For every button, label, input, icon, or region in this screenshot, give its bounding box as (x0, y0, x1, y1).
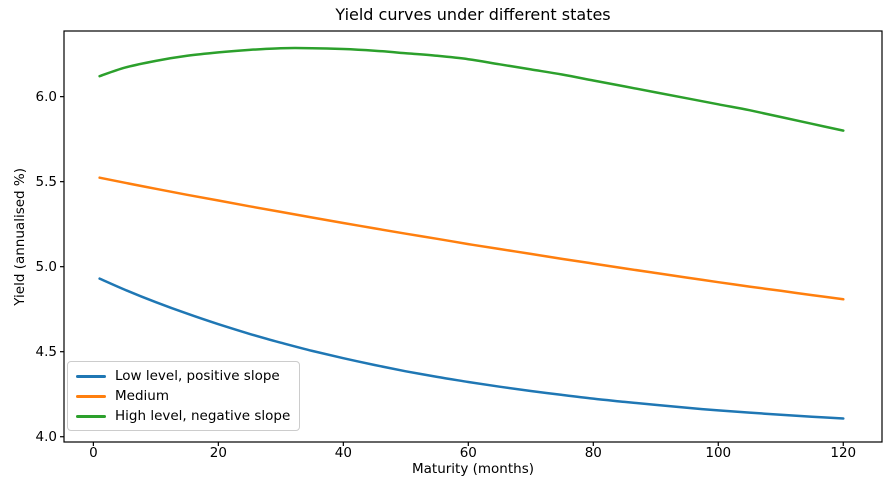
legend-label: High level, negative slope (115, 408, 291, 424)
legend-item: Medium (76, 386, 290, 406)
chart-title: Yield curves under different states (335, 5, 611, 24)
legend-label: Medium (115, 388, 169, 404)
series-line-2 (98, 46, 845, 132)
legend-item: Low level, positive slope (76, 366, 290, 386)
legend-line-sample-green (76, 414, 106, 418)
axes-frame (63, 30, 883, 443)
x-axis-label: Maturity (months) (411, 461, 535, 477)
legend-line-sample-orange (76, 394, 106, 398)
legend: Low level, positive slope Medium High le… (67, 361, 301, 431)
legend-label: Low level, positive slope (115, 368, 280, 384)
legend-item: High level, negative slope (76, 406, 290, 426)
y-axis-label: Yield (annualised %) (12, 167, 28, 306)
series-line-0 (98, 277, 845, 420)
y-axis-label-wrap: Yield (annualised %) (9, 31, 31, 442)
legend-line-sample-blue (76, 374, 106, 378)
series-line-1 (98, 176, 845, 301)
